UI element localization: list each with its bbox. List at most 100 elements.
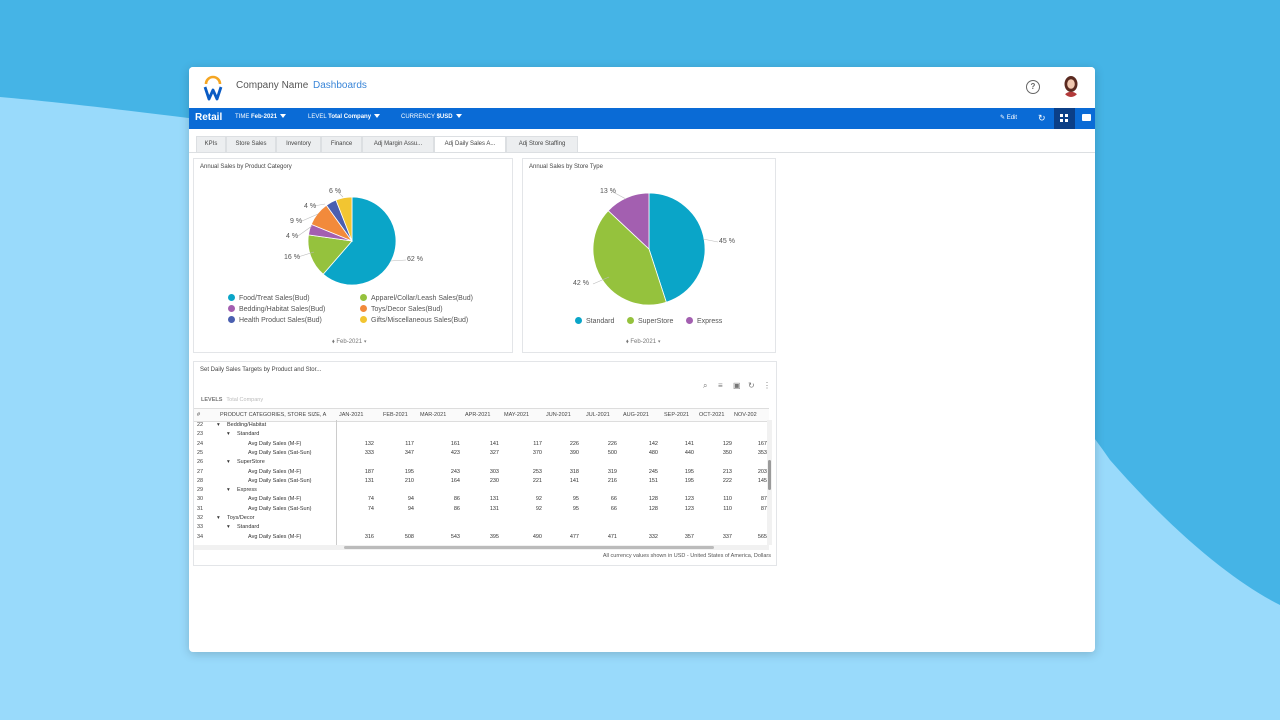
table-cell[interactable]: 95 — [572, 496, 579, 503]
table-cell[interactable]: 151 — [648, 477, 658, 484]
pie-slice-gifts[interactable] — [335, 196, 353, 242]
table-row[interactable]: 32 ▾ Toys/Decor — [194, 515, 769, 524]
expand-caret-icon[interactable]: ▾ — [227, 487, 230, 494]
table-cell[interactable]: 74 — [367, 505, 374, 512]
table-cell[interactable]: 543 — [450, 533, 460, 540]
table-cell[interactable]: 213 — [722, 468, 732, 475]
tab-adj-daily-sales[interactable]: Adj Daily Sales A... — [434, 136, 506, 153]
table-cell[interactable]: 390 — [569, 449, 579, 456]
table-cell[interactable]: 222 — [722, 477, 732, 484]
table-cell[interactable]: 141 — [489, 440, 499, 447]
table-cell[interactable]: 303 — [489, 468, 499, 475]
table-cell[interactable]: 318 — [569, 468, 579, 475]
vertical-scrollbar[interactable] — [767, 420, 772, 545]
column-header[interactable]: SEP-2021 — [664, 412, 690, 418]
table-cell[interactable]: 145 — [757, 477, 767, 484]
table-cell[interactable]: 141 — [684, 440, 694, 447]
table-cell[interactable]: 327 — [489, 449, 499, 456]
table-cell[interactable]: 221 — [532, 477, 542, 484]
table-row[interactable]: 31 Avg Daily Sales (Sat-Sun) 74 94 86 131 92 95… — [194, 506, 769, 515]
column-header[interactable]: NOV-202 — [734, 412, 757, 418]
table-cell[interactable]: 353 — [757, 449, 767, 456]
column-header[interactable]: APR-2021 — [465, 412, 491, 418]
table-cell[interactable]: 131 — [364, 477, 374, 484]
legend-food[interactable]: Food/Treat Sales(Bud) — [228, 294, 310, 302]
table-cell[interactable]: 316 — [364, 533, 374, 540]
table-cell[interactable]: 94 — [407, 496, 414, 503]
legend-standard[interactable]: Standard — [575, 317, 614, 325]
table-cell[interactable]: 141 — [569, 477, 579, 484]
legend-gifts[interactable]: Gifts/Miscellaneous Sales(Bud) — [360, 316, 468, 324]
table-row[interactable]: 24 Avg Daily Sales (M-F) 132 117 161 141 117 22… — [194, 441, 769, 450]
table-cell[interactable]: 230 — [489, 477, 499, 484]
table-cell[interactable]: 110 — [723, 496, 732, 503]
table-cell[interactable]: 490 — [532, 533, 542, 540]
table-cell[interactable]: 357 — [684, 533, 694, 540]
table-cell[interactable]: 508 — [404, 533, 414, 540]
level-filter[interactable]: LEVEL Total Company — [308, 114, 381, 120]
table-cell[interactable]: 423 — [450, 449, 460, 456]
table-cell[interactable]: 471 — [607, 533, 617, 540]
table-cell[interactable]: 92 — [535, 505, 542, 512]
table-cell[interactable]: 161 — [450, 440, 460, 447]
table-cell[interactable]: 226 — [607, 440, 617, 447]
table-cell[interactable]: 128 — [648, 505, 658, 512]
filter-icon[interactable]: ≡ — [718, 381, 723, 390]
table-cell[interactable]: 132 — [364, 440, 374, 447]
expand-caret-icon[interactable]: ▾ — [227, 431, 230, 438]
table-cell[interactable]: 95 — [572, 505, 579, 512]
column-header[interactable]: MAY-2021 — [504, 412, 530, 418]
table-row[interactable]: 34 Avg Daily Sales (M-F) 316 508 543 395 490 47… — [194, 534, 769, 543]
table-cell[interactable]: 332 — [648, 533, 658, 540]
table-cell[interactable]: 347 — [404, 449, 414, 456]
tab-finance[interactable]: Finance — [321, 136, 362, 153]
table-cell[interactable]: 253 — [532, 468, 542, 475]
column-header[interactable]: OCT-2021 — [699, 412, 725, 418]
tab-kpis[interactable]: KPIs — [196, 136, 226, 153]
table-cell[interactable]: 123 — [684, 496, 694, 503]
column-header[interactable]: # — [197, 412, 201, 418]
save-icon[interactable]: ▣ — [733, 381, 741, 390]
table-cell[interactable]: 131 — [489, 496, 499, 503]
table-cell[interactable]: 74 — [367, 496, 374, 503]
table-cell[interactable]: 131 — [489, 505, 499, 512]
table-row[interactable]: 26 ▾ SuperStore — [194, 459, 769, 468]
table-row[interactable]: 23 ▾ Standard — [194, 431, 769, 440]
legend-toys[interactable]: Toys/Decor Sales(Bud) — [360, 305, 443, 313]
table-cell[interactable]: 210 — [404, 477, 414, 484]
refresh-icon[interactable]: ↻ — [1038, 113, 1046, 123]
table-cell[interactable]: 319 — [607, 468, 617, 475]
pie-slice-superstore[interactable] — [592, 210, 667, 306]
table-cell[interactable]: 117 — [533, 440, 542, 447]
table-cell[interactable]: 195 — [684, 468, 694, 475]
table-cell[interactable]: 128 — [648, 496, 658, 503]
table-cell[interactable]: 195 — [404, 468, 414, 475]
column-header[interactable]: MAR-2021 — [420, 412, 447, 418]
table-cell[interactable]: 123 — [684, 505, 694, 512]
grid-view-button[interactable] — [1054, 108, 1075, 129]
period-selector[interactable]: ⬧ Feb-2021 ▾ — [626, 339, 661, 345]
table-cell[interactable]: 337 — [722, 533, 732, 540]
table-cell[interactable]: 129 — [722, 440, 732, 447]
legend-express[interactable]: Express — [686, 317, 722, 325]
currency-filter[interactable]: CURRENCY $USD — [401, 114, 462, 120]
table-cell[interactable]: 86 — [453, 496, 460, 503]
column-header[interactable]: PRODUCT CATEGORIES, STORE SIZE, A — [220, 412, 327, 418]
edit-button[interactable]: ✎ Edit — [1000, 115, 1018, 121]
legend-apparel[interactable]: Apparel/Collar/Leash Sales(Bud) — [360, 294, 473, 302]
expand-caret-icon[interactable]: ▾ — [227, 459, 230, 466]
table-cell[interactable]: 245 — [648, 468, 658, 475]
table-row[interactable]: 25 Avg Daily Sales (Sat-Sun) 333 347 423 327 3… — [194, 450, 769, 459]
help-icon[interactable]: ? — [1026, 80, 1040, 94]
period-selector[interactable]: ⬧ Feb-2021 ▾ — [332, 339, 367, 345]
refresh-icon[interactable]: ↻ — [748, 381, 755, 390]
horizontal-scrollbar[interactable] — [194, 545, 769, 550]
table-cell[interactable]: 370 — [532, 449, 542, 456]
table-cell[interactable]: 440 — [684, 449, 694, 456]
table-cell[interactable]: 395 — [489, 533, 499, 540]
table-cell[interactable]: 117 — [405, 440, 414, 447]
expand-caret-icon[interactable]: ▾ — [227, 524, 230, 531]
table-cell[interactable]: 195 — [684, 477, 694, 484]
table-cell[interactable]: 66 — [610, 505, 617, 512]
table-cell[interactable]: 480 — [648, 449, 658, 456]
